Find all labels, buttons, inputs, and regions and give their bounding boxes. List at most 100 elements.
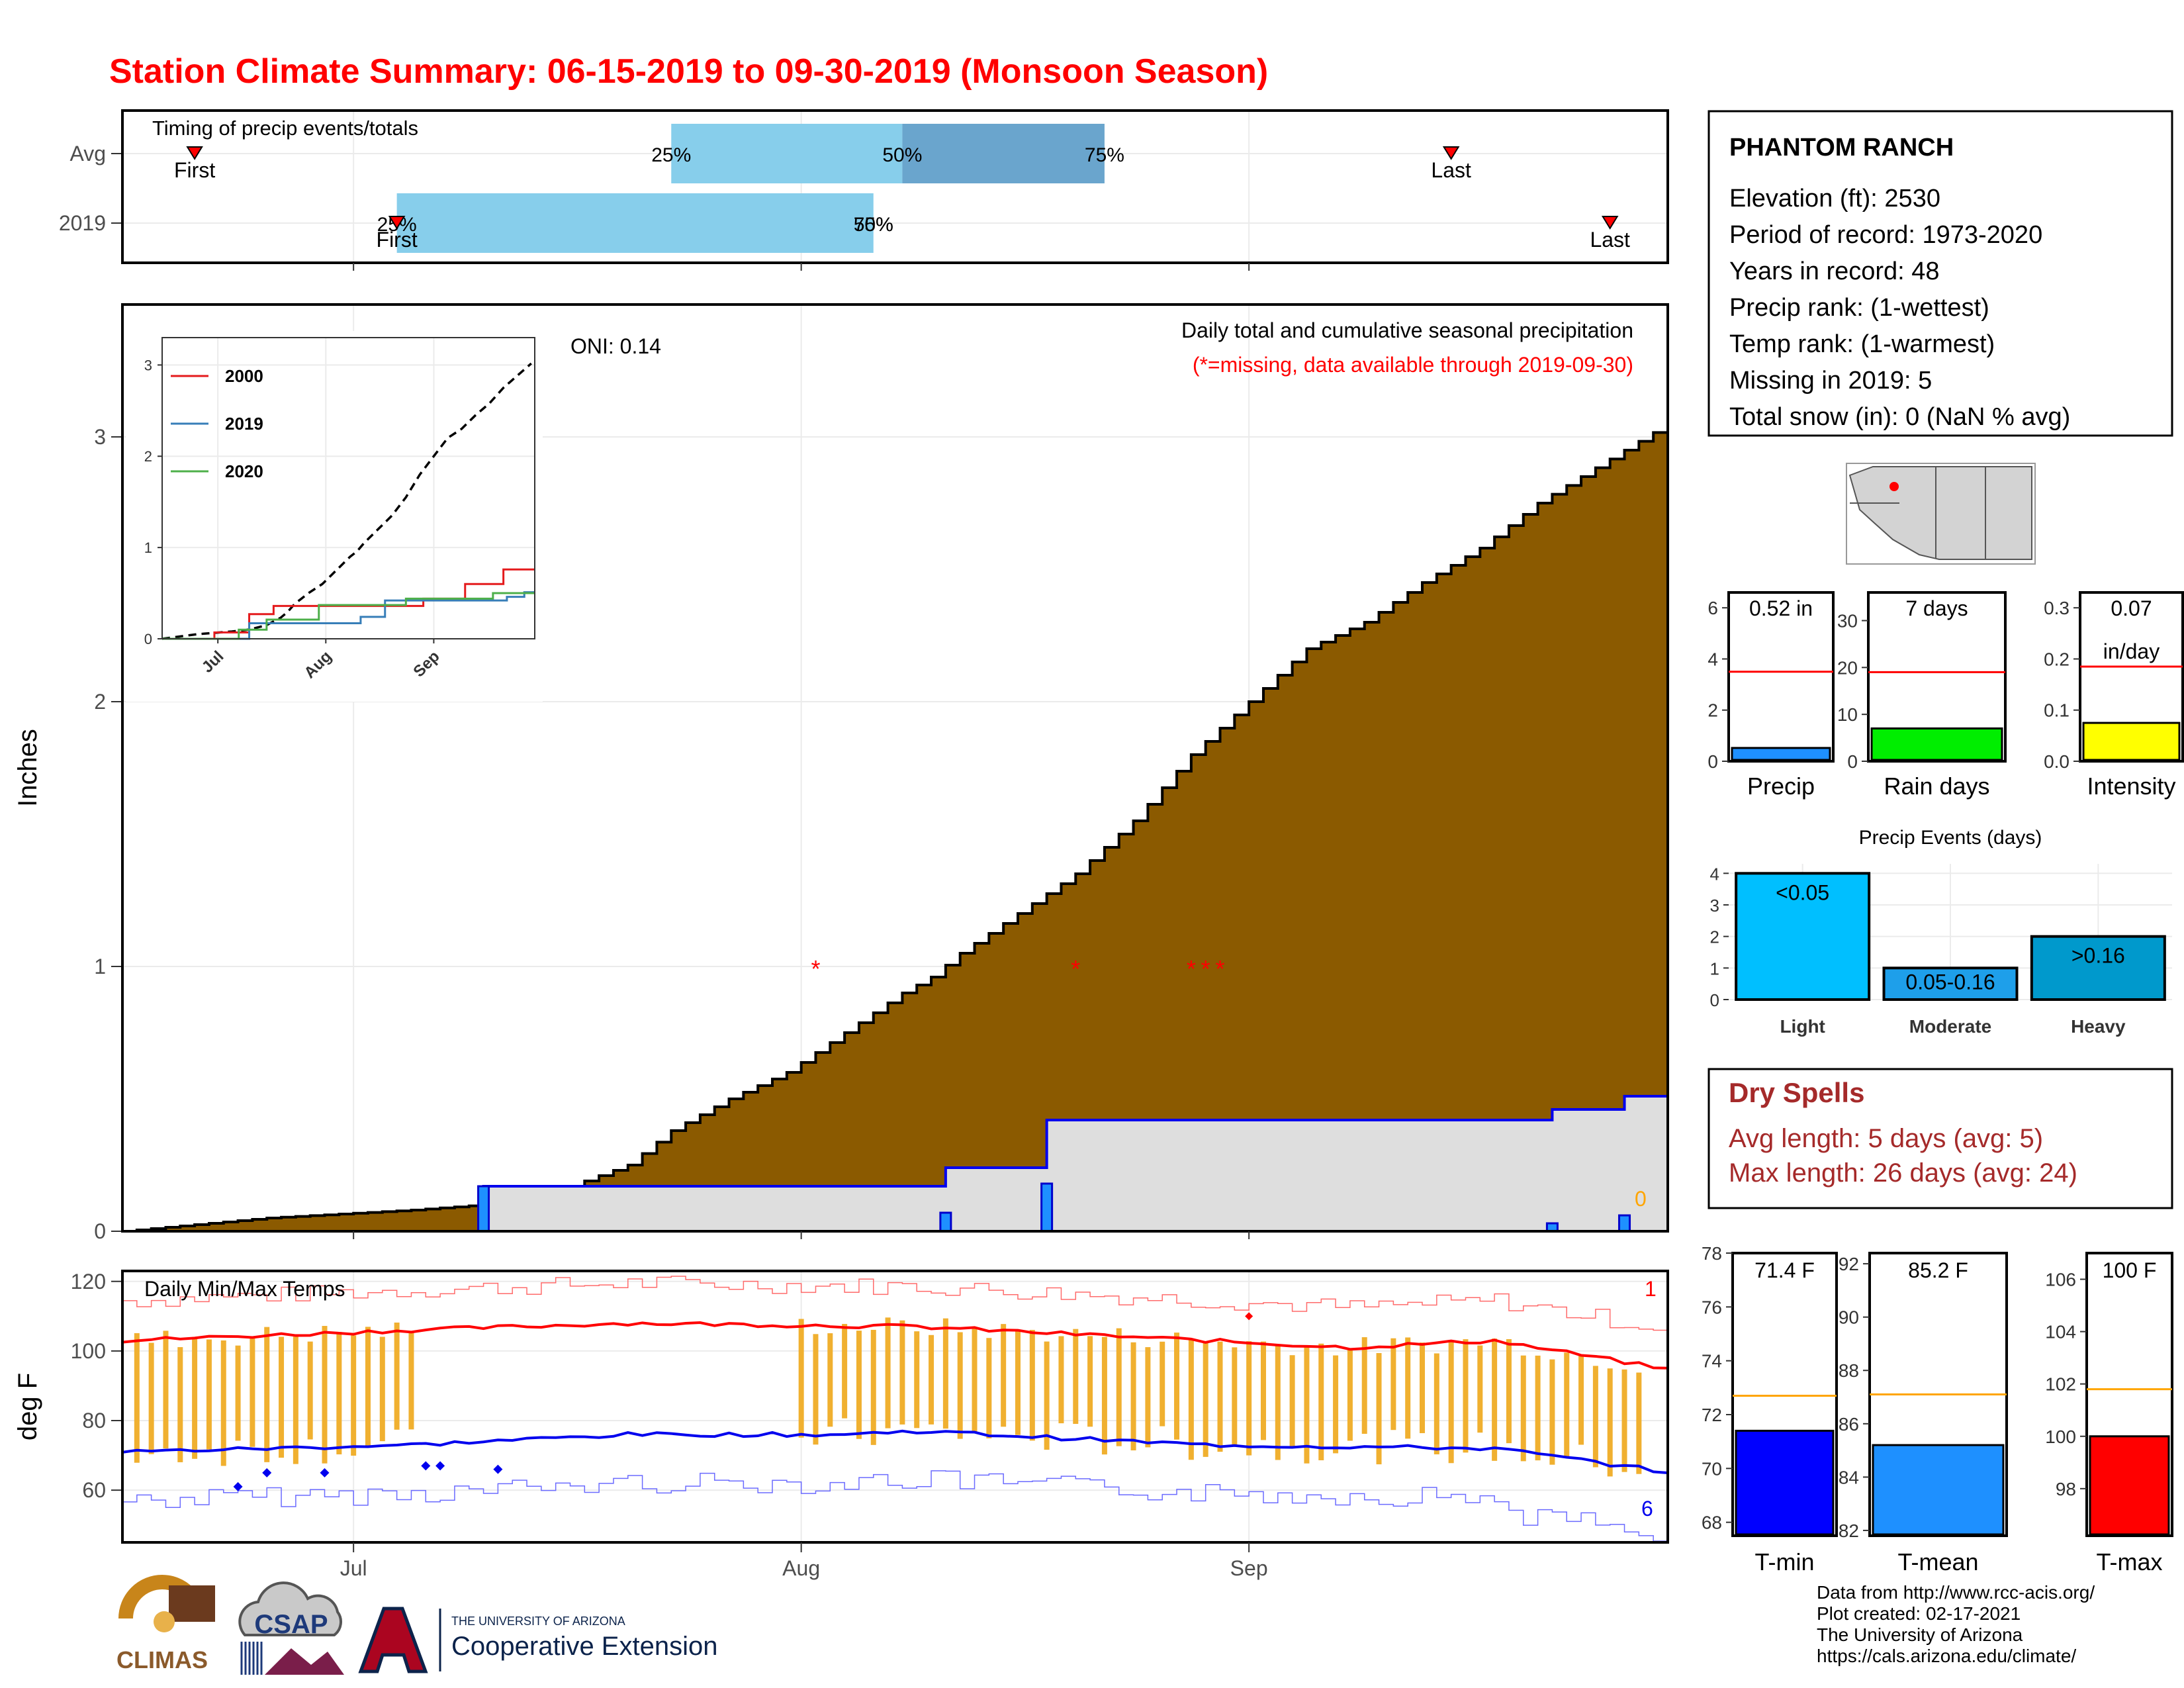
inset-y-tick-label: 3 [144, 357, 152, 373]
cumulative-2019-area [122, 1096, 1668, 1231]
daily-temp-bar [1073, 1329, 1079, 1425]
timing-pct-label: 75% [1085, 144, 1124, 166]
daily-temp-bar [929, 1335, 934, 1425]
temp-y-axis-label: deg F [13, 1373, 42, 1440]
mini-bar-value [1731, 747, 1831, 761]
ua-logo-a [358, 1607, 428, 1673]
daily-precip-bar [1618, 1214, 1631, 1233]
inset-y-tick-label: 1 [144, 539, 152, 556]
first-event-marker [186, 146, 203, 160]
last-event-marker [1442, 146, 1460, 160]
record-max-marker [1245, 1312, 1253, 1321]
footer-line-data: Data from http://www.rcc-acis.org/ [1817, 1582, 2095, 1603]
daily-temp-bar [842, 1324, 848, 1419]
mini-bar-tick-label: 6 [1707, 598, 1718, 618]
csap-logo-mountain [265, 1648, 344, 1675]
timing-pct-label: 50% [854, 214, 893, 236]
daily-temp-bar [206, 1339, 212, 1450]
mini-bar-tick-label: 0.2 [2044, 649, 2070, 669]
timing-box-upper [902, 124, 1105, 183]
oni-label: ONI: 0.14 [570, 334, 661, 358]
avg-cumulative-outline [122, 424, 1669, 1233]
daily-temp-bar [1203, 1341, 1208, 1457]
record-min-marker [435, 1461, 445, 1471]
daily-temp-bar [1506, 1339, 1512, 1444]
timing-panel: 25%50%75%FirstLastAvg25%50%75%FirstLast2… [59, 109, 1669, 264]
precip-note-title: Daily total and cumulative seasonal prec… [1181, 318, 1633, 342]
temp-bar-label: T-mean [1897, 1548, 1978, 1575]
mini-bar-value-label: 0.52 in [1749, 596, 1813, 620]
mini-bar-value-label: 0.07 [2111, 596, 2152, 620]
daily-temp-bar [1607, 1368, 1613, 1477]
climas-logo-sun [154, 1611, 175, 1632]
x-axis-tick-label: Sep [1230, 1556, 1268, 1580]
temp-bar-value [1872, 1444, 2005, 1536]
events-bar-label: 0.05-0.16 [1905, 970, 1995, 994]
precip-y-tick-label: 1 [94, 955, 106, 978]
timing-panel-label: Timing of precip events/totals [152, 117, 418, 140]
daily-precip-bar [477, 1185, 490, 1233]
temp-bar-label: T-max [2096, 1548, 2162, 1575]
daily-temp-bar [1188, 1338, 1194, 1460]
daily-temp-bar [957, 1332, 963, 1439]
mini-bar-tick-label: 20 [1837, 657, 1858, 678]
mini-bar-value [2082, 722, 2181, 761]
temp-y-tick-label: 100 [71, 1339, 106, 1363]
dry-spells-title: Dry Spells [1729, 1077, 1864, 1108]
daily-temp-bar [1333, 1355, 1339, 1454]
mini-bar-label: Intensity [2087, 773, 2175, 800]
daily-temp-bar [1087, 1336, 1093, 1427]
events-bar [1735, 872, 1871, 1002]
avg-max-temp-line [122, 1321, 1668, 1370]
ua-logo-bottom: Cooperative Extension [451, 1632, 717, 1661]
daily-temp-bar [148, 1342, 154, 1454]
daily-temp-bar [899, 1320, 905, 1425]
timing-pct-label: 25% [651, 144, 691, 166]
daily-temp-bar [1130, 1342, 1136, 1451]
station-info-line: Period of record: 1973-2020 [1729, 221, 2042, 249]
daily-temp-bar [1463, 1339, 1469, 1453]
precip-y-axis-label: Inches [13, 729, 42, 807]
daily-temp-bar [986, 1338, 992, 1438]
timing-row-label: Avg [69, 142, 106, 165]
daily-temp-bar [134, 1333, 140, 1463]
daily-temp-bar [394, 1322, 400, 1430]
events-bar-label: >0.16 [2071, 944, 2125, 968]
temperature-bars: 71.4 F T-min 68 70 72 74 76 78 85.2 F T-mean 82 84 8… [1702, 1243, 2173, 1575]
mini-bar-tick-label: 30 [1837, 611, 1858, 632]
climas-logo-block [169, 1585, 215, 1622]
footer-line-created: Plot created: 02-17-2021 [1817, 1603, 2021, 1624]
daily-temp-bar [163, 1331, 169, 1449]
daily-temp-bar [235, 1345, 241, 1441]
daily-temp-bar [1347, 1348, 1353, 1441]
daily-temp-bar [1492, 1338, 1498, 1461]
temp-bar-tick-label: 68 [1702, 1513, 1722, 1533]
mini-bar-tick-label: 0 [1707, 751, 1718, 772]
mini-bar-tick-label: 0.1 [2044, 700, 2070, 721]
events-tick-label: 2 [1710, 927, 1719, 947]
events-tick-label: 0 [1710, 990, 1719, 1010]
daily-temp-bar [1549, 1359, 1555, 1465]
daily-temp-bar [293, 1336, 298, 1464]
temp-panel-label: Daily Min/Max Temps [144, 1277, 345, 1301]
daily-temp-bar [408, 1333, 414, 1430]
temp-y-tick-label: 120 [71, 1270, 106, 1293]
daily-temp-bar [1058, 1336, 1064, 1424]
daily-temp-bar [1420, 1342, 1426, 1434]
station-info-line: Total snow (in): 0 (NaN % avg) [1729, 403, 2070, 431]
mini-bar-label: Rain days [1884, 773, 1989, 800]
mini-bar-tick-label: 0 [1847, 751, 1858, 772]
temp-bar-value-label: 100 F [2103, 1258, 2157, 1282]
station-info-line: Missing in 2019: 5 [1729, 367, 1932, 395]
first-event-label: First [174, 158, 215, 182]
precip-frame [121, 303, 1669, 1233]
events-category-label: Light [1780, 1016, 1825, 1037]
missing-data-marker: * [1187, 955, 1196, 982]
daily-temp-bar [1101, 1336, 1107, 1455]
ua-logo-top: THE UNIVERSITY OF ARIZONA [451, 1615, 625, 1628]
dry-spells-avg: Avg length: 5 days (avg: 5) [1729, 1124, 2043, 1153]
daily-temp-bar [220, 1340, 226, 1466]
daily-temp-bar [250, 1336, 255, 1447]
daily-temp-bar [1477, 1345, 1483, 1433]
inset-y-tick-label: 2 [144, 448, 152, 465]
